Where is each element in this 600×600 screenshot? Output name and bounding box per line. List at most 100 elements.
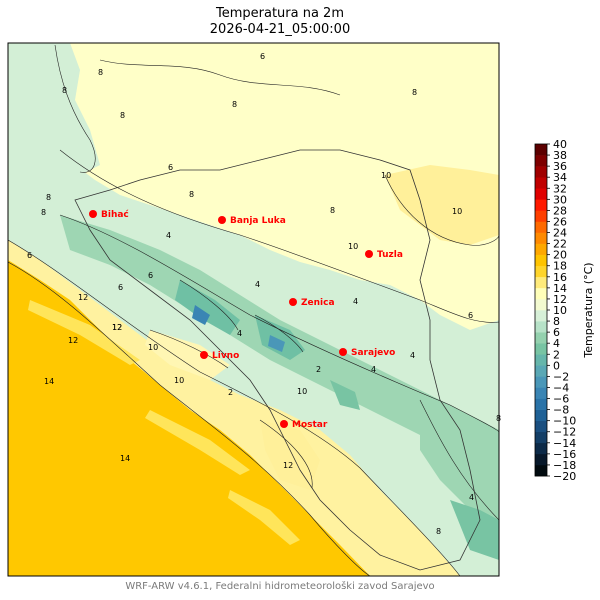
colorbar: −20−18−16−14−12−10−8−6−4−202468101214161… bbox=[534, 138, 595, 483]
city-label: Bihać bbox=[101, 209, 129, 220]
contour-lines bbox=[8, 44, 499, 576]
contour-label: 4 bbox=[410, 351, 415, 360]
contour-line bbox=[179, 279, 239, 331]
contour-line bbox=[254, 314, 304, 353]
colorbar-tick-label: 10 bbox=[553, 304, 567, 317]
colorbar-tick-label: 24 bbox=[553, 227, 567, 240]
colorbar-segment bbox=[535, 321, 547, 333]
colorbar-tick-label: 6 bbox=[553, 326, 560, 339]
colorbar-segment bbox=[535, 387, 547, 399]
contour-line bbox=[8, 261, 371, 576]
colorbar-segment bbox=[535, 376, 547, 388]
contour-label: 8 bbox=[98, 68, 103, 77]
colorbar-segment bbox=[535, 343, 547, 355]
colorbar-segment bbox=[535, 177, 547, 189]
field-coast-pale bbox=[8, 240, 460, 576]
city-marker bbox=[89, 210, 97, 218]
contour-line bbox=[59, 149, 499, 323]
city-label: Zenica bbox=[301, 298, 335, 308]
contour-label: 4 bbox=[166, 231, 171, 240]
city-label: Sarajevo bbox=[351, 348, 395, 358]
colorbar-tick-label: −20 bbox=[553, 470, 576, 483]
colorbar-segment bbox=[535, 166, 547, 178]
colorbar-tick-label: 40 bbox=[553, 138, 567, 151]
contour-line bbox=[54, 44, 96, 173]
colorbar-tick-label: −10 bbox=[553, 415, 576, 428]
field-island-3 bbox=[228, 490, 300, 545]
map-subtitle: 2026-04-21_05:00:00 bbox=[209, 22, 351, 37]
contour-label: 8 bbox=[436, 527, 441, 536]
colorbar-tick-label: −18 bbox=[553, 459, 576, 472]
field-cold-1 bbox=[192, 305, 210, 325]
colorbar-segment bbox=[535, 232, 547, 244]
field-core-3 bbox=[330, 380, 360, 410]
contour-label: 12 bbox=[112, 323, 122, 332]
contour-label: 2 bbox=[228, 388, 233, 397]
contour-label: 6 bbox=[118, 283, 123, 292]
colorbar-segment bbox=[535, 298, 547, 311]
colorbar-tick-label: −14 bbox=[553, 437, 576, 450]
city-marker bbox=[280, 420, 288, 428]
field-island-2 bbox=[145, 410, 250, 475]
colorbar-tick-label: 2 bbox=[553, 348, 560, 361]
country-border bbox=[74, 149, 481, 571]
colorbar-segment bbox=[535, 199, 547, 211]
colorbar-tick-label: 18 bbox=[553, 260, 567, 273]
city-marker bbox=[200, 351, 208, 359]
contour-label: 8 bbox=[46, 193, 51, 202]
contour-label: 14 bbox=[44, 377, 54, 386]
contour-label: 6 bbox=[260, 52, 265, 61]
field-ne-warm bbox=[385, 165, 499, 245]
contour-line bbox=[59, 214, 499, 433]
colorbar-segment bbox=[535, 453, 547, 466]
contour-label: 6 bbox=[27, 251, 32, 260]
colorbar-segment bbox=[535, 287, 547, 300]
contour-line bbox=[8, 239, 461, 576]
contour-label: 2 bbox=[316, 365, 321, 374]
colorbar-segment bbox=[535, 420, 547, 433]
colorbar-tick-label: −8 bbox=[553, 404, 569, 417]
colorbar-segment bbox=[535, 365, 547, 377]
colorbar-tick-label: 14 bbox=[553, 282, 567, 295]
colorbar-segment bbox=[535, 409, 547, 421]
colorbar-segment bbox=[535, 332, 547, 344]
colorbar-tick-label: 30 bbox=[553, 193, 567, 206]
map-frame bbox=[7, 42, 500, 577]
contour-label: 8 bbox=[41, 208, 46, 217]
colorbar-segment bbox=[535, 354, 547, 366]
colorbar-segment bbox=[535, 398, 547, 410]
contour-label: 6 bbox=[468, 311, 473, 320]
colorbar-tick-label: 32 bbox=[553, 182, 567, 195]
contour-label: 8 bbox=[232, 100, 237, 109]
contour-label: 4 bbox=[237, 329, 242, 338]
colorbar-segment bbox=[535, 276, 547, 289]
field-core-2 bbox=[255, 315, 305, 360]
field-mostar-patch bbox=[260, 420, 320, 490]
colorbar-tick-label: −4 bbox=[553, 381, 569, 394]
contour-line bbox=[149, 329, 229, 369]
field-livno-patch bbox=[145, 330, 230, 380]
contour-label: 10 bbox=[452, 207, 462, 216]
colorbar-segment bbox=[535, 310, 547, 322]
field-island-1 bbox=[28, 300, 140, 365]
colorbar-tick-label: 8 bbox=[553, 315, 560, 328]
city-label: Livno bbox=[212, 351, 239, 361]
colorbar-tick-label: −12 bbox=[553, 426, 576, 439]
colorbar-segment bbox=[535, 155, 547, 167]
field-se-band bbox=[420, 400, 499, 520]
colorbar-tick-label: 4 bbox=[553, 337, 560, 350]
colorbar-tick-label: 26 bbox=[553, 215, 567, 228]
field-nw-cool bbox=[8, 43, 100, 175]
contour-label: 8 bbox=[189, 190, 194, 199]
colorbar-tick-label: 38 bbox=[553, 149, 567, 162]
field-north-warm bbox=[55, 43, 499, 330]
city-label: Mostar bbox=[292, 420, 328, 430]
colorbar-tick-label: 34 bbox=[553, 171, 567, 184]
credit-text: WRF-ARW v4.6.1, Federalni hidrometeorolo… bbox=[125, 581, 435, 592]
colorbar-tick-label: −6 bbox=[553, 393, 569, 406]
contour-label: 8 bbox=[496, 414, 501, 423]
field-core-1 bbox=[175, 280, 240, 335]
colorbar-tick-label: 12 bbox=[553, 293, 567, 306]
contour-label: 10 bbox=[348, 242, 358, 251]
colorbar-segment bbox=[535, 265, 547, 278]
